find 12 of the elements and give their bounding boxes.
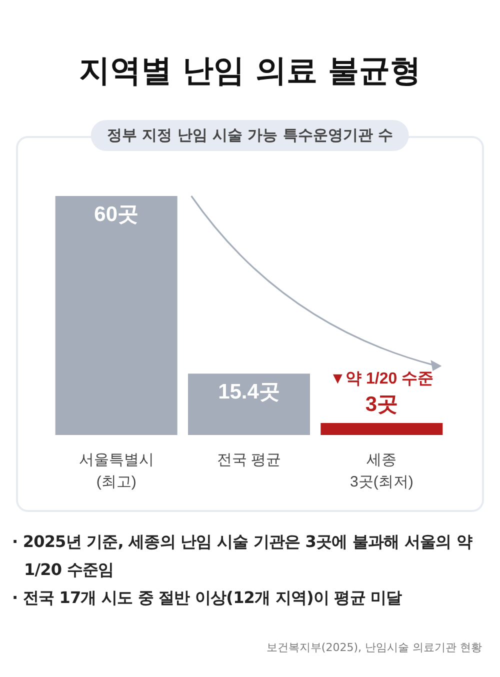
data-label: 60곳 — [94, 203, 139, 226]
x-tick-label: 전국 평균 — [216, 452, 282, 468]
text: 보건복지부(2025), 난임시술 의료기관 현황 — [266, 640, 482, 655]
chart-subtitle: 정부 지정 난임 시술 가능 특수운영기관 수 — [90, 120, 410, 151]
x-tick-label: 세종 3곳(최저) — [350, 452, 414, 490]
text: · 2025년 기준, 세종의 난임 시술 기관은 3곳에 불과해 서울의 약 1/20 수준임 — [12, 531, 474, 581]
annotation: ▼약 1/20 수준 — [330, 370, 434, 388]
text: · 전국 17개 시도 중 절반 이상(12개 지역)이 평균 미달 — [12, 587, 403, 609]
data-label: 15.4곳 — [218, 380, 280, 404]
data-label: 3곳 — [365, 393, 398, 416]
x-tick-label: 서울특별시 (최고) — [78, 452, 154, 490]
chart-title: 지역별 난임 의료 불균형 — [78, 52, 422, 91]
